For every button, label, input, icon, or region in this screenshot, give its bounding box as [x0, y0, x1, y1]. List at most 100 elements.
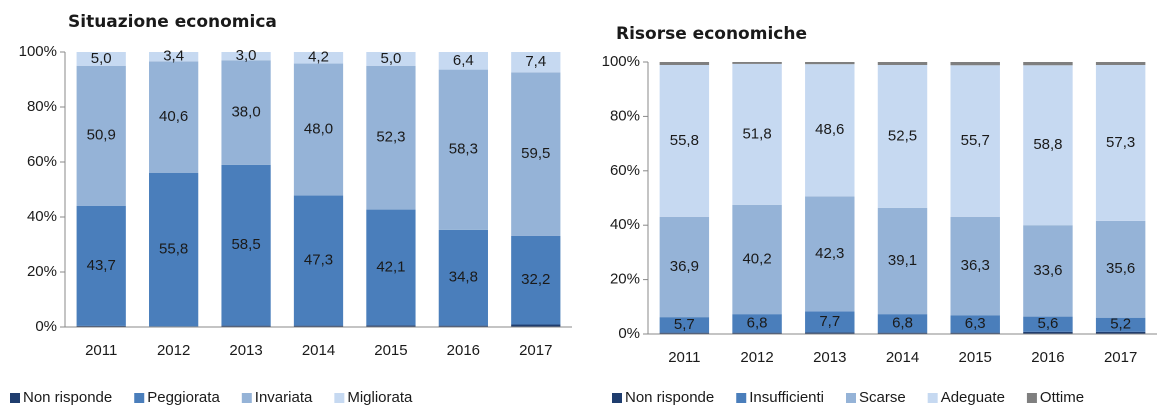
bar-segment [659, 216, 710, 318]
legend-swatch [846, 393, 856, 403]
data-label: 57,3 [1106, 134, 1135, 151]
data-label: 42,1 [376, 258, 405, 275]
x-tick-label: 2014 [886, 349, 919, 366]
bar-segment [659, 332, 710, 334]
chart-title: Risorse economiche [616, 24, 807, 44]
y-tick-label: 60% [610, 162, 640, 179]
data-label: 38,0 [231, 103, 260, 120]
x-tick-label: 2015 [959, 349, 992, 366]
y-tick-label: 20% [27, 263, 57, 280]
bar-segment [293, 195, 344, 326]
bar-segment [1023, 331, 1073, 334]
bar-segment [76, 325, 126, 327]
data-label: 50,9 [87, 127, 116, 144]
bar-segment [511, 72, 561, 236]
data-label: 33,6 [1033, 262, 1062, 279]
bar-segment [366, 325, 416, 327]
bar-segment [76, 65, 126, 206]
bar-segment [1095, 220, 1146, 318]
data-label: 4,2 [308, 49, 329, 66]
legend-swatch [1026, 393, 1037, 403]
legend-label: Ottime [1040, 389, 1084, 406]
bar-segment [877, 62, 928, 65]
bar-segment [149, 61, 199, 173]
bar-segment [511, 324, 561, 327]
data-label: 58,5 [231, 236, 260, 253]
bar-segment [732, 314, 782, 333]
bar-segment [438, 52, 488, 70]
x-tick-label: 2013 [813, 349, 846, 366]
bar-segment [149, 52, 199, 62]
bar-segment [511, 235, 561, 325]
bar-segment [221, 52, 271, 61]
x-tick-label: 2015 [374, 342, 407, 359]
bar-segment [1023, 316, 1073, 332]
data-label: 40,6 [159, 108, 188, 125]
bar-segment [1095, 62, 1146, 65]
legend-label: Migliorata [347, 389, 413, 406]
bar-segment [950, 332, 1000, 334]
x-tick-label: 2012 [740, 349, 773, 366]
data-label: 52,5 [888, 127, 917, 144]
data-label: 36,3 [961, 257, 990, 274]
bar-segment [76, 52, 126, 66]
x-tick-label: 2014 [302, 342, 335, 359]
bar-segment [149, 173, 199, 327]
x-tick-label: 2013 [229, 342, 262, 359]
legend-label: Peggiorata [147, 389, 220, 406]
bar-segment [805, 64, 855, 197]
data-label: 6,3 [965, 315, 986, 332]
bar-segment [1095, 64, 1146, 221]
y-tick-label: 100% [19, 43, 57, 60]
bar-segment [1023, 65, 1073, 226]
data-label: 48,6 [815, 121, 844, 138]
legend-swatch [10, 393, 20, 403]
legend-label: Insufficienti [749, 389, 824, 406]
data-label: 47,3 [304, 252, 333, 269]
bar-segment [732, 62, 782, 64]
data-label: 42,3 [815, 245, 844, 262]
chart-title: Situazione economica [68, 12, 277, 32]
data-label: 6,4 [453, 52, 474, 69]
x-tick-label: 2016 [447, 342, 480, 359]
bar-segment [1023, 62, 1073, 66]
bar-segment [366, 209, 416, 326]
data-label: 32,2 [521, 271, 550, 288]
data-label: 5,6 [1037, 315, 1058, 332]
data-label: 51,8 [742, 125, 771, 142]
legend-swatch [334, 393, 345, 403]
bar-segment [221, 164, 271, 326]
bar-segment [221, 325, 271, 327]
bar-segment [805, 196, 855, 312]
bar-segment [293, 325, 344, 327]
bar-segment [877, 332, 928, 334]
bar-segment [877, 64, 928, 208]
data-label: 34,8 [449, 269, 478, 286]
bar-segment [1023, 225, 1073, 317]
bar-segment [438, 229, 488, 326]
data-label: 43,7 [87, 257, 116, 274]
bar-segment [805, 332, 855, 334]
data-label: 5,0 [91, 50, 112, 67]
x-tick-label: 2011 [668, 349, 700, 366]
bar-segment [805, 311, 855, 333]
data-label: 48,0 [304, 121, 333, 138]
data-label: 36,9 [670, 258, 699, 275]
data-label: 5,2 [1110, 316, 1131, 333]
legend-swatch [927, 393, 938, 403]
bar-segment [659, 317, 710, 333]
bar-segment [950, 65, 1000, 217]
data-label: 52,3 [376, 129, 405, 146]
data-label: 6,8 [747, 314, 768, 331]
y-tick-label: 60% [27, 153, 57, 170]
data-label: 58,3 [449, 141, 478, 158]
bar-segment [659, 62, 710, 65]
data-label: 55,8 [670, 132, 699, 149]
data-label: 39,1 [888, 252, 917, 269]
bar-segment [732, 332, 782, 334]
legend-swatch [736, 393, 747, 403]
data-label: 7,7 [819, 313, 840, 330]
bar-segment [732, 204, 782, 315]
bar-segment [221, 60, 271, 165]
data-label: 5,0 [380, 50, 401, 67]
